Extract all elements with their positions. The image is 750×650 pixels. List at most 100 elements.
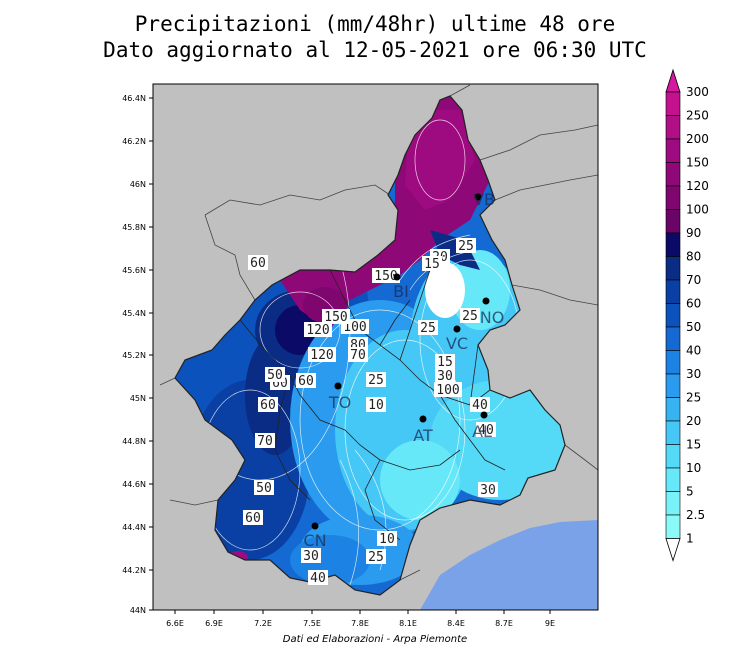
colorbar-label: 30: [686, 367, 701, 381]
lat-tick-label: 46.4N: [122, 94, 146, 103]
lon-tick-label: 7.2E: [254, 619, 272, 628]
latitude-axis: 46.4N 46.2N 46N 45.8N 45.6N 45.4N 45.2N 45N 44.8…: [122, 94, 153, 615]
contour-label-bg: [418, 320, 438, 335]
lat-tick-label: 45.4N: [122, 309, 146, 318]
map-title-line-1: Precipitazioni (mm/48hr) ultime 48 ore: [134, 12, 616, 36]
colorbar-label: 80: [686, 250, 701, 264]
lat-tick-label: 45.6N: [122, 266, 146, 275]
contour-label-bg: [301, 548, 321, 563]
lat-tick-label: 44.8N: [122, 437, 146, 446]
contour-label-bg: [377, 531, 397, 546]
lat-tick-label: 44.6N: [122, 480, 146, 489]
city-label: VC: [446, 334, 468, 353]
colorbar-swatch: [665, 514, 681, 539]
colorbar-label: 70: [686, 273, 701, 287]
map-frame: [152, 83, 599, 611]
colorbar-label: 200: [686, 132, 709, 146]
city-label: NO: [480, 308, 505, 327]
city-marker: [393, 273, 401, 281]
city-marker: [334, 382, 342, 390]
colorbar-label: 150: [686, 156, 709, 170]
colorbar-swatch: [665, 115, 681, 140]
contour-label: 10: [379, 532, 395, 547]
contour-label: 150: [324, 310, 347, 325]
colorbar-label: 1: [686, 532, 694, 546]
contour-label-bg: [435, 354, 455, 369]
lon-tick-label: 8.7E: [495, 619, 513, 628]
colorbar-label: 300: [686, 85, 709, 99]
lon-tick-label: 6.6E: [166, 619, 184, 628]
lon-tick-label: 8.4E: [447, 619, 465, 628]
contour-label-bg: [422, 256, 442, 271]
contour-label: 15: [437, 355, 453, 370]
colorbar-swatch: [665, 232, 681, 257]
lat-tick-label: 44.2N: [122, 566, 146, 575]
lon-tick-label: 7.8E: [351, 619, 369, 628]
contour-label: 40: [310, 571, 326, 586]
colorbar-label: 10: [686, 461, 701, 475]
contour-label-bg: [366, 549, 386, 564]
contour-label: 60: [245, 511, 261, 526]
lon-tick-label: 8.1E: [399, 619, 417, 628]
lat-tick-label: 46.2N: [122, 137, 146, 146]
contour-label: 50: [256, 481, 272, 496]
lake-maggiore: [431, 260, 458, 309]
city-label: AT: [413, 426, 433, 445]
colorbar-top-cap: [665, 68, 681, 93]
contour-label-bg: [470, 397, 490, 412]
colorbar-swatch: [665, 444, 681, 469]
city-label: BI: [393, 282, 409, 301]
contour-label: 25: [368, 373, 384, 388]
colorbar-label: 100: [686, 203, 709, 217]
colorbar-label: 90: [686, 226, 701, 240]
colorbar-label: 5: [686, 485, 694, 499]
colorbar-swatch: [665, 162, 681, 187]
city-label: CN: [303, 531, 326, 550]
contour-label-bg: [366, 397, 386, 412]
city-label: TO: [328, 393, 351, 412]
colorbar-swatch: [665, 397, 681, 422]
city-label: AL: [472, 422, 492, 441]
contour-label: 120: [306, 323, 329, 338]
contour-label-bg: [348, 347, 368, 362]
city-marker: [453, 325, 461, 333]
city-marker: [482, 297, 490, 305]
city-label: VB: [473, 190, 495, 209]
colorbar-swatch: [665, 279, 681, 304]
city-marker: [419, 415, 427, 423]
contour-label-bg: [265, 367, 285, 382]
contour-label: 15: [424, 257, 440, 272]
contour-label-bg: [456, 238, 476, 253]
longitude-axis: 6.6E 6.9E 7.2E 7.5E 7.8E 8.1E 8.4E 8.7E 9E: [166, 610, 555, 628]
contour-label-bg: [258, 397, 278, 412]
contour-label-bg: [322, 309, 350, 324]
colorbar-swatch: [665, 420, 681, 445]
colorbar-swatch: [665, 491, 681, 516]
colorbar-swatch: [665, 138, 681, 163]
contour-label: 30: [437, 369, 453, 384]
colorbar: 3002502001501201009080706050403025201510…: [665, 68, 709, 562]
colorbar-label: 25: [686, 391, 701, 405]
contour-label: 40: [478, 423, 494, 438]
contour-label: 60: [298, 374, 314, 389]
city-marker: [311, 522, 319, 530]
colorbar-swatch: [665, 467, 681, 492]
contour-label-bg: [308, 347, 336, 362]
colorbar-label: 40: [686, 344, 701, 358]
lat-tick-label: 44N: [130, 606, 146, 615]
contour-label-bg: [255, 433, 275, 448]
city-marker: [474, 193, 482, 201]
colorbar-bottom-cap: [665, 538, 681, 562]
contour-label: 60: [260, 398, 276, 413]
colorbar-label: 20: [686, 414, 701, 428]
contour-label: 150: [374, 269, 397, 284]
colorbar-swatch: [665, 373, 681, 398]
contour-label: 70: [350, 348, 366, 363]
contour-label: 25: [458, 239, 474, 254]
colorbar-swatch: [665, 209, 681, 234]
contour-label: 50: [267, 368, 283, 383]
contour-label: 30: [480, 483, 496, 498]
lat-tick-label: 46N: [130, 180, 146, 189]
